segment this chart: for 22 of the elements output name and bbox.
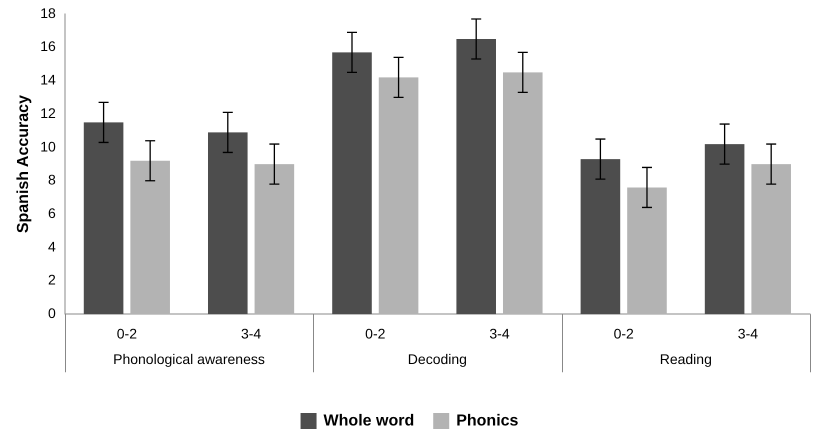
text: Reading [660, 351, 712, 368]
x-tick-label: 3-4 [738, 325, 758, 342]
x-tick-label: 0-2 [365, 325, 386, 342]
x-tick-label: 3-4 [240, 325, 262, 342]
x-tick-label: 3-4 [489, 325, 510, 342]
y-axis-title: Spanish Accuracy [15, 94, 32, 234]
x-tick-label: 0-2 [116, 325, 138, 342]
y-tick-label: 6 [48, 204, 56, 221]
y-tick-label: 12 [40, 104, 56, 121]
text: Decoding [408, 351, 467, 368]
y-tick-label: 8 [48, 172, 56, 188]
y-tick-label: 16 [40, 38, 56, 54]
legend-label: Whole word [324, 412, 414, 430]
y-tick-label: 18 [40, 4, 56, 21]
text: Phonological awareness [113, 351, 265, 368]
y-tick-label: 14 [40, 72, 56, 88]
y-tick-label: 4 [48, 238, 56, 254]
legend-label: Phonics [456, 412, 519, 430]
x-tick-label: 0-2 [614, 325, 634, 342]
y-tick-label: 0 [48, 305, 56, 322]
y-tick-label: 2 [48, 272, 56, 288]
y-tick-label: 10 [40, 138, 56, 154]
